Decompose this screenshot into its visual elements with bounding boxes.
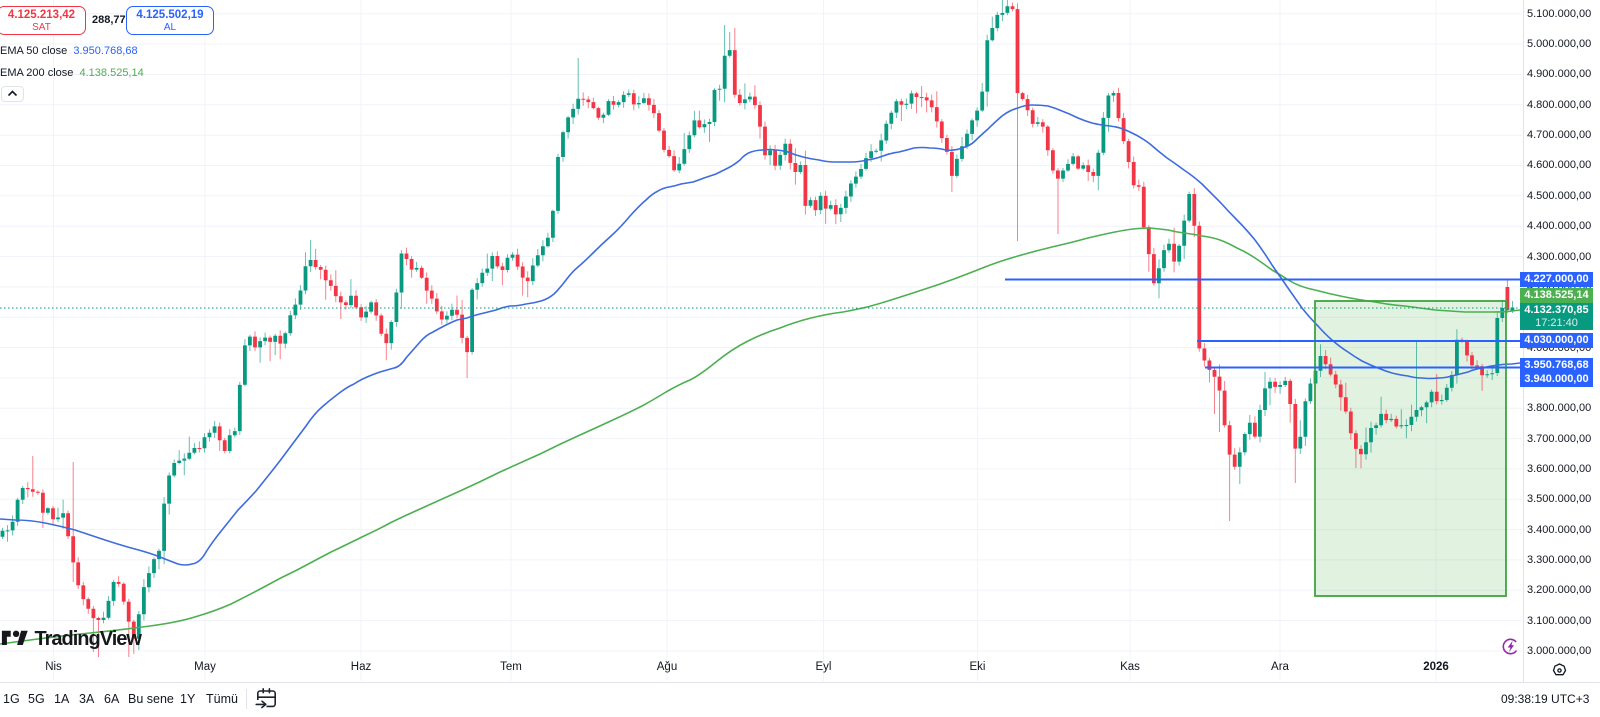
svg-text:TradingView: TradingView (35, 629, 143, 650)
